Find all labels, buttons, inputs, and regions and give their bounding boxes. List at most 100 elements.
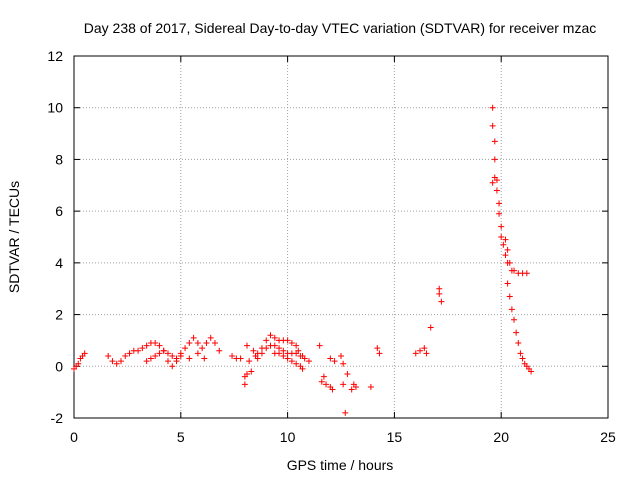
- data-point: [271, 342, 278, 349]
- data-point: [327, 355, 334, 362]
- data-point: [237, 355, 244, 362]
- data-point: [504, 246, 511, 253]
- data-point: [305, 358, 312, 365]
- data-point: [491, 156, 498, 163]
- data-point: [109, 358, 116, 365]
- x-tick-label: 0: [70, 429, 78, 445]
- data-point: [147, 355, 154, 362]
- x-tick-label: 15: [387, 429, 403, 445]
- data-point: [199, 345, 206, 352]
- data-point: [160, 347, 167, 354]
- data-points: [71, 104, 535, 416]
- x-tick-label: 20: [493, 429, 509, 445]
- data-point: [511, 316, 518, 323]
- grid-lines: [74, 56, 608, 418]
- y-tick-label: -2: [51, 410, 64, 426]
- data-point: [280, 352, 287, 359]
- data-point: [438, 298, 445, 305]
- data-point: [331, 358, 338, 365]
- y-tick-label: 8: [55, 151, 63, 167]
- data-point: [508, 306, 515, 313]
- data-point: [263, 345, 270, 352]
- data-point: [295, 347, 302, 354]
- data-point: [498, 234, 505, 240]
- data-point: [504, 280, 511, 287]
- y-tick-label: 10: [47, 100, 63, 116]
- data-point: [299, 365, 306, 372]
- data-point: [293, 342, 300, 349]
- data-point: [493, 177, 500, 184]
- data-point: [500, 241, 507, 248]
- x-tick-label: 10: [280, 429, 296, 445]
- data-point: [276, 345, 283, 352]
- data-point: [489, 179, 496, 186]
- data-point: [244, 342, 251, 349]
- chart-title: Day 238 of 2017, Sidereal Day-to-day VTE…: [84, 20, 597, 36]
- data-point: [267, 332, 274, 339]
- data-point: [344, 371, 351, 378]
- data-point: [421, 345, 428, 352]
- y-tick-label: 6: [55, 203, 63, 219]
- data-point: [323, 381, 330, 388]
- data-point: [299, 352, 306, 359]
- data-point: [506, 259, 513, 266]
- data-point: [376, 350, 383, 357]
- data-point: [169, 363, 176, 370]
- data-point: [352, 383, 359, 390]
- data-point: [276, 350, 283, 357]
- data-point: [502, 252, 509, 259]
- data-point: [122, 352, 129, 359]
- data-point: [244, 371, 251, 378]
- data-point: [417, 347, 424, 354]
- data-point: [246, 358, 253, 365]
- data-point: [288, 358, 295, 365]
- data-point: [348, 386, 355, 393]
- data-point: [182, 345, 189, 352]
- data-point: [156, 342, 163, 349]
- data-point: [436, 285, 443, 292]
- data-point: [194, 340, 201, 347]
- data-point: [412, 350, 419, 357]
- data-point: [152, 340, 159, 347]
- data-point: [156, 350, 163, 357]
- data-point: [207, 334, 214, 341]
- data-point: [211, 340, 218, 347]
- data-point: [316, 342, 323, 349]
- data-point: [513, 329, 520, 336]
- data-point: [493, 187, 500, 194]
- data-point: [186, 340, 193, 347]
- data-point: [117, 358, 124, 365]
- data-point: [81, 350, 88, 357]
- x-tick-label: 25: [600, 429, 616, 445]
- data-point: [423, 350, 430, 357]
- y-tick-label: 2: [55, 307, 63, 323]
- data-point: [258, 350, 265, 357]
- y-tick-label: 0: [55, 358, 63, 374]
- data-point: [139, 345, 146, 352]
- data-point: [173, 358, 180, 365]
- y-tick-label: 12: [47, 48, 63, 64]
- data-point: [374, 345, 381, 352]
- data-point: [186, 355, 193, 362]
- data-point: [135, 347, 142, 354]
- data-point: [318, 378, 325, 385]
- data-point: [152, 352, 159, 359]
- data-point: [113, 360, 120, 367]
- data-point: [340, 381, 347, 388]
- data-point: [340, 360, 347, 367]
- data-point: [105, 352, 112, 359]
- data-point: [320, 373, 327, 380]
- x-tick-label: 5: [177, 429, 185, 445]
- tick-labels: 0 5 10 15 20 25 -2 0 2 4 6 8 10 12: [47, 48, 616, 445]
- data-point: [126, 350, 133, 357]
- data-point: [164, 350, 171, 357]
- data-point: [143, 358, 150, 365]
- data-point: [427, 324, 434, 331]
- data-point: [250, 347, 257, 354]
- data-point: [229, 352, 236, 359]
- data-point: [502, 236, 509, 243]
- data-point: [506, 293, 513, 300]
- data-point: [280, 347, 287, 354]
